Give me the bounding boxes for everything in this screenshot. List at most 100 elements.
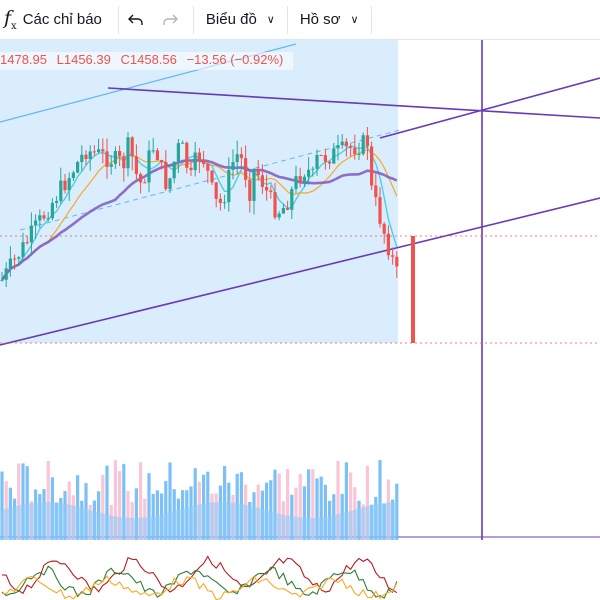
candle-body (50, 202, 54, 219)
legend-high: 1478.95 (0, 52, 47, 67)
candle-body (17, 257, 21, 259)
indicators-button[interactable]: fx Các chỉ báo (0, 0, 112, 40)
volume-bar (147, 473, 151, 540)
candle-body (109, 163, 113, 167)
candle-body (176, 143, 180, 162)
volume-bar (122, 463, 126, 540)
candle-body (4, 268, 8, 280)
candle-body (302, 176, 306, 182)
candle-body (134, 156, 138, 175)
toolbar-divider (370, 5, 372, 34)
candle-body (286, 207, 290, 210)
candle-body (8, 258, 12, 269)
candle-body (55, 200, 59, 203)
candle-body (340, 141, 344, 146)
selection-rectangle (0, 40, 398, 343)
candle-body (374, 185, 378, 198)
legend-close: C1458.56 (120, 52, 177, 67)
toolbar-divider (117, 5, 119, 34)
legend-change: −13.56 (−0.92%) (186, 52, 284, 67)
oscillator-layer (1, 555, 398, 600)
candle-body (256, 169, 260, 176)
candle-body (118, 150, 122, 157)
candle-body (34, 220, 38, 226)
volume-bar (277, 473, 281, 540)
candle-body (323, 155, 327, 162)
candles-layer (0, 126, 415, 343)
volume-bar (105, 465, 109, 540)
candle-body (260, 175, 264, 187)
volume-bar (0, 471, 4, 540)
candle-body (328, 161, 332, 164)
candle-body (319, 155, 323, 157)
candle-body (189, 167, 193, 171)
candle-body (38, 215, 42, 221)
undo-button[interactable] (119, 0, 153, 40)
candle-body (365, 135, 369, 147)
toolbar-divider (192, 5, 194, 34)
candle-body (273, 192, 277, 218)
candle-body (248, 179, 252, 201)
chart-menu-button[interactable]: Biểu đồ ∨ (194, 0, 287, 40)
chart-menu-label: Biểu đồ (205, 11, 257, 28)
volume-bar (164, 481, 168, 540)
function-icon: fx (4, 7, 17, 32)
volume-bar (273, 469, 277, 540)
candle-body (139, 174, 143, 183)
volume-bar (168, 462, 172, 540)
candle-body (193, 152, 197, 171)
candle-body (185, 142, 189, 168)
candle-body (168, 178, 172, 189)
candle-body (130, 137, 134, 157)
candle-body (172, 161, 176, 179)
candle-body (281, 207, 285, 214)
candle-body (181, 142, 185, 144)
candle-body (164, 161, 168, 189)
indicators-label: Các chỉ báo (22, 11, 102, 28)
candle-body (101, 149, 105, 152)
candle-body (84, 154, 88, 160)
volume-bar (126, 491, 130, 540)
candle-body (46, 218, 50, 220)
wedge-upper-line (107, 87, 600, 119)
candle-body (391, 255, 395, 257)
volume-bar (118, 471, 122, 540)
candle-body (307, 169, 311, 177)
candle-body (113, 150, 117, 164)
candle-body (210, 170, 214, 183)
volume-layer (0, 460, 399, 540)
candle-body (97, 149, 101, 153)
toolbar-divider (286, 5, 288, 34)
candle-body (202, 159, 206, 164)
redo-button[interactable] (153, 0, 187, 40)
candle-body (143, 182, 147, 184)
price-chart[interactable] (0, 40, 600, 600)
oscillator-yellow-line (1, 575, 398, 600)
oscillator-green-line (1, 565, 398, 599)
profile-menu-label: Hồ sơ (299, 11, 341, 28)
volume-bar (134, 488, 138, 540)
candle-body (378, 197, 382, 224)
candle-body (214, 182, 218, 199)
volume-bar (395, 483, 399, 540)
volume-bar (344, 462, 348, 540)
oscillator-red-line (1, 555, 398, 595)
candle-body (25, 242, 29, 244)
volume-bar (302, 486, 306, 540)
candle-body (160, 160, 164, 162)
candle-body (67, 178, 71, 191)
candle-body (382, 223, 386, 234)
candle-body (151, 150, 155, 152)
candle-body (76, 162, 80, 173)
volume-bar (25, 466, 29, 540)
chevron-down-icon: ∨ (350, 14, 359, 26)
candle-body (126, 137, 130, 169)
candle-body (197, 152, 201, 160)
candle-body (370, 146, 374, 186)
candle-body (353, 147, 357, 155)
volume-ma-area (0, 502, 397, 540)
candle-body (311, 168, 315, 170)
volume-bar (17, 463, 21, 540)
chevron-down-icon: ∨ (266, 14, 275, 26)
profile-menu-button[interactable]: Hồ sơ ∨ (288, 0, 371, 40)
